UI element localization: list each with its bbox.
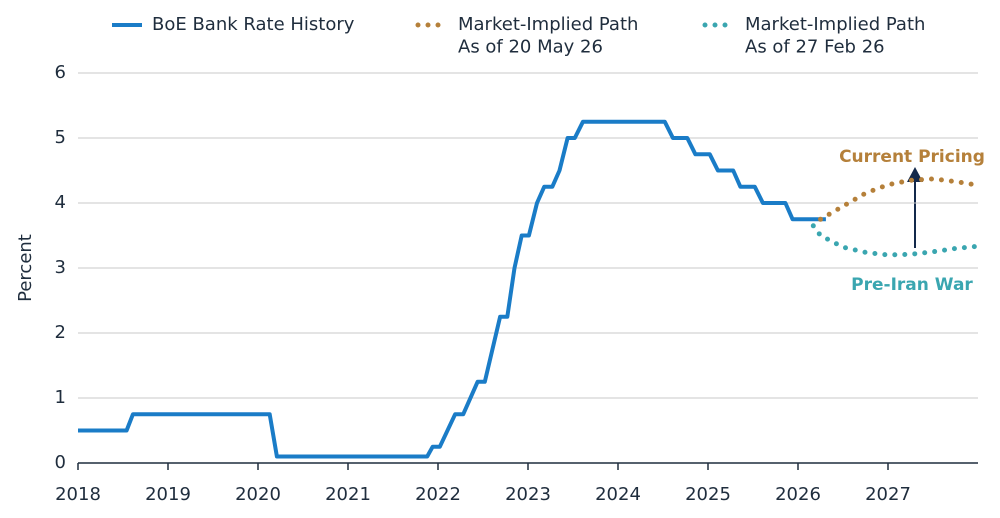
x-tick-label: 2019: [145, 484, 191, 505]
legend-label: BoE Bank Rate History: [152, 14, 355, 35]
y-tick-label: 3: [55, 257, 66, 278]
legend-item: Market-Implied Path As of 27 Feb 26: [702, 14, 925, 58]
annotation: Pre-Iran War: [851, 275, 973, 295]
x-tick-label: 2024: [595, 484, 641, 505]
annotation: Current Pricing: [839, 147, 985, 167]
series-line: [78, 119, 826, 459]
legend-label: Market-Implied Path As of 27 Feb 26: [745, 14, 925, 58]
x-tick-label: 2026: [775, 484, 821, 505]
y-axis-label: Percent: [15, 234, 36, 302]
legend-label: Market-Implied Path As of 20 May 26: [458, 14, 638, 58]
legend-item: BoE Bank Rate History: [112, 14, 355, 35]
x-tick-label: 2020: [235, 484, 281, 505]
series-line: [810, 223, 978, 258]
series-line: [818, 176, 978, 222]
legend-item: Market-Implied Path As of 20 May 26: [415, 14, 638, 58]
y-tick-label: 6: [55, 62, 66, 83]
y-tick-label: 0: [55, 452, 66, 473]
x-tick-label: 2022: [415, 484, 461, 505]
y-tick-label: 5: [55, 127, 66, 148]
x-tick-label: 2021: [325, 484, 371, 505]
y-tick-label: 1: [55, 387, 66, 408]
x-tick-label: 2025: [685, 484, 731, 505]
x-tick-label: 2027: [865, 484, 911, 505]
x-tick-label: 2023: [505, 484, 551, 505]
x-tick-label: 2018: [55, 484, 101, 505]
y-tick-label: 2: [55, 322, 66, 343]
y-tick-label: 4: [55, 192, 66, 213]
